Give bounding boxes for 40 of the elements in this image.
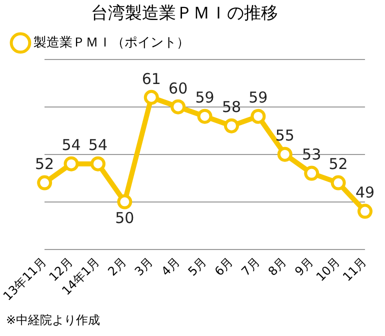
- point: [250, 108, 266, 124]
- legend-label: 製造業ＰＭＩ（ポイント）: [34, 35, 190, 50]
- point: [330, 175, 346, 190]
- data-label: 61: [142, 70, 161, 88]
- data-label: 59: [195, 88, 214, 107]
- data-label: 52: [35, 155, 54, 174]
- x-tick-label: 3月: [132, 254, 156, 279]
- data-label: 54: [62, 136, 81, 154]
- chart-title: 台湾製造業ＰＭＩの推移: [91, 4, 278, 24]
- data-label: 59: [248, 88, 268, 107]
- x-tick-label: 5月: [185, 254, 210, 279]
- point: [64, 156, 79, 172]
- point: [117, 194, 132, 210]
- x-tick-label: 7月: [238, 254, 263, 279]
- data-label: 49: [355, 184, 375, 202]
- point: [304, 166, 320, 181]
- point: [90, 156, 106, 172]
- x-tick-label: 2月: [105, 254, 130, 279]
- point: [170, 99, 186, 114]
- x-tick-label: 10月: [313, 254, 343, 284]
- data-label: 50: [115, 209, 134, 228]
- data-label: 54: [88, 136, 108, 154]
- data-label: 53: [302, 146, 322, 164]
- point: [197, 108, 212, 124]
- data-label: 60: [168, 79, 188, 98]
- data-label: 52: [328, 155, 348, 174]
- point: [37, 175, 52, 190]
- x-tick-label: 6月: [212, 254, 236, 279]
- x-tick-label: 13年11月: [0, 254, 49, 304]
- x-tick-label: 4月: [158, 254, 182, 279]
- x-tick-label: 11月: [340, 254, 370, 284]
- point: [144, 90, 159, 105]
- x-tick-label: 8月: [265, 254, 290, 279]
- data-label: 58: [222, 98, 242, 116]
- point: [358, 204, 372, 219]
- x-tick-label: 9月: [292, 254, 316, 279]
- text: ※中経院より作成: [6, 312, 100, 329]
- data-label: 55: [275, 126, 294, 145]
- point: [224, 118, 239, 134]
- point: [277, 146, 292, 162]
